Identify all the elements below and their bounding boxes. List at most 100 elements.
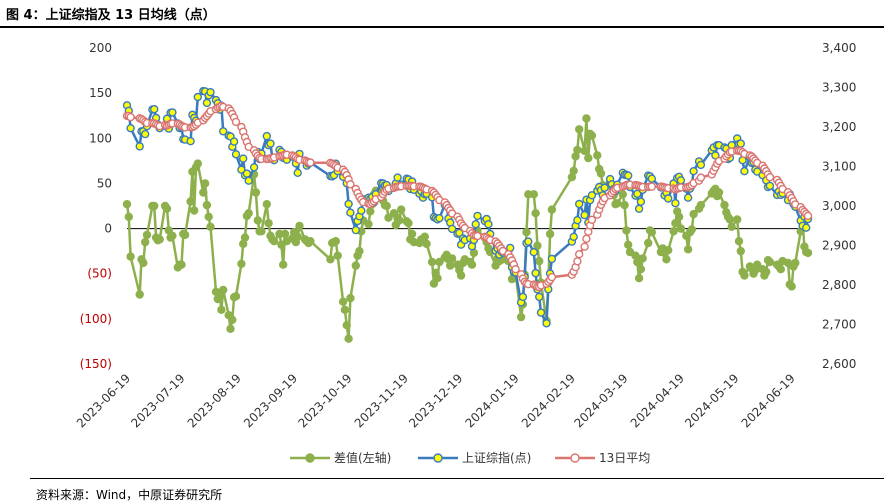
data-point — [618, 190, 627, 199]
data-point — [206, 222, 215, 232]
data-point — [669, 227, 678, 236]
data-point — [753, 260, 762, 269]
data-point — [168, 108, 177, 117]
data-point — [633, 189, 642, 199]
legend-swatch-marker — [433, 453, 443, 463]
data-point — [696, 160, 706, 170]
data-point — [295, 221, 304, 231]
data-point — [395, 216, 404, 225]
data-point — [364, 219, 373, 229]
data-point — [355, 246, 364, 256]
data-point — [467, 260, 477, 269]
data-point — [671, 198, 680, 208]
data-point — [202, 98, 212, 108]
data-point — [547, 205, 557, 214]
data-point — [575, 125, 584, 134]
data-point — [765, 257, 775, 267]
data-point — [674, 212, 684, 222]
data-point — [455, 228, 464, 238]
left-tick-label: 100 — [89, 131, 112, 145]
x-axis: 2023-06-192023-07-192023-08-192023-09-19… — [74, 371, 798, 430]
data-point — [199, 188, 208, 197]
data-point — [140, 237, 150, 247]
x-tick-label: 2023-09-19 — [241, 371, 300, 430]
data-point — [638, 254, 647, 263]
series-layer — [122, 86, 813, 343]
data-point — [126, 252, 135, 261]
data-point — [142, 230, 152, 240]
right-axis: 3,400 3,300 3,200 3,100 3,000 2,900 2,800 2,700… — [822, 41, 856, 371]
left-tick-label: 150 — [89, 86, 112, 100]
data-point — [340, 305, 350, 314]
data-point — [326, 255, 335, 264]
data-point — [689, 209, 698, 219]
data-point — [518, 292, 528, 302]
legend-swatch-marker — [305, 453, 315, 463]
data-point — [357, 206, 366, 215]
data-point — [404, 218, 413, 228]
data-point — [473, 231, 482, 241]
data-point — [397, 205, 406, 214]
data-point — [162, 204, 172, 213]
data-point — [293, 168, 302, 178]
data-point — [569, 232, 578, 242]
data-point — [420, 232, 429, 241]
data-point — [683, 193, 693, 202]
right-tick-label: 2,900 — [822, 239, 856, 253]
legend-label: 上证综指(点) — [462, 450, 531, 465]
data-point — [155, 235, 164, 244]
data-point — [149, 104, 159, 114]
data-point — [531, 268, 540, 278]
data-point — [422, 239, 431, 249]
data-point — [529, 247, 538, 257]
data-point — [736, 246, 745, 256]
data-point — [346, 208, 355, 217]
data-point — [231, 292, 241, 301]
data-point — [124, 212, 134, 222]
data-point — [582, 234, 591, 244]
data-point — [596, 169, 606, 178]
data-point — [662, 255, 671, 264]
data-point — [791, 258, 800, 268]
data-point — [382, 201, 391, 211]
data-point — [676, 176, 686, 185]
data-point — [149, 201, 159, 211]
data-point — [587, 215, 597, 225]
data-point — [293, 232, 302, 241]
legend: 差值(左轴) 上证综指(点) 13日平均 — [290, 450, 650, 465]
data-point — [435, 257, 444, 267]
x-tick-label: 2023-10-19 — [295, 371, 354, 430]
data-point — [625, 247, 635, 257]
data-point — [407, 229, 417, 239]
legend-label: 差值(左轴) — [334, 450, 391, 465]
data-point — [269, 236, 279, 246]
data-point — [720, 200, 729, 210]
data-point — [242, 169, 252, 178]
left-tick-label: (150) — [80, 357, 112, 371]
data-point — [266, 139, 275, 148]
data-point — [427, 257, 437, 267]
data-point — [636, 265, 646, 274]
data-point — [206, 87, 215, 97]
data-point — [733, 215, 742, 224]
data-point — [545, 229, 555, 239]
data-point — [435, 213, 444, 223]
data-point — [218, 127, 228, 136]
data-point — [776, 265, 785, 274]
data-point — [177, 260, 186, 269]
right-tick-label: 2,800 — [822, 278, 856, 292]
data-point — [613, 199, 622, 208]
data-point — [593, 151, 602, 160]
data-point — [542, 319, 551, 328]
x-tick-label: 2023-07-19 — [128, 371, 187, 430]
data-point — [734, 236, 744, 246]
data-point — [140, 129, 150, 139]
data-point — [193, 92, 203, 102]
data-point — [257, 227, 266, 236]
source-note: 资料来源：Wind，中原证券研究所 — [36, 488, 223, 502]
data-point — [189, 206, 199, 215]
data-point — [244, 208, 253, 218]
data-point — [634, 274, 644, 283]
data-point — [139, 258, 148, 268]
